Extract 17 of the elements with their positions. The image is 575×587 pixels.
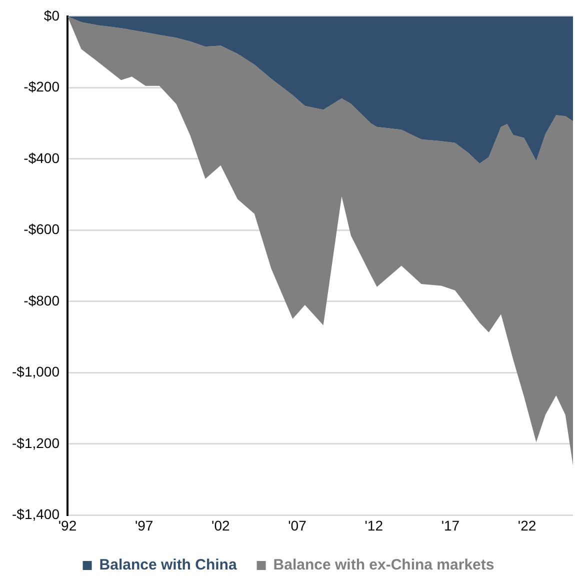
y-tick-label: -$400 — [24, 150, 60, 166]
legend-label: Balance with China — [99, 556, 238, 574]
y-tick-label: -$800 — [24, 292, 60, 308]
y-tick-label: -$1,200 — [12, 434, 60, 451]
y-tick-label: -$1,400 — [12, 506, 60, 522]
y-tick-label: $0 — [44, 7, 60, 24]
x-tick-label: '92 — [58, 517, 77, 534]
x-tick-label: '12 — [364, 517, 384, 534]
x-tick-label: '07 — [288, 517, 307, 534]
y-tick-label: -$600 — [24, 221, 60, 238]
legend-label: Balance with ex-China markets — [273, 556, 494, 574]
y-tick-label: -$200 — [24, 78, 60, 95]
x-tick-label: '02 — [212, 517, 230, 534]
x-tick-label: '97 — [134, 517, 154, 534]
x-tick-label: '22 — [518, 517, 536, 534]
x-tick-label: '17 — [441, 517, 460, 534]
y-tick-label: -$1,000 — [12, 364, 60, 380]
